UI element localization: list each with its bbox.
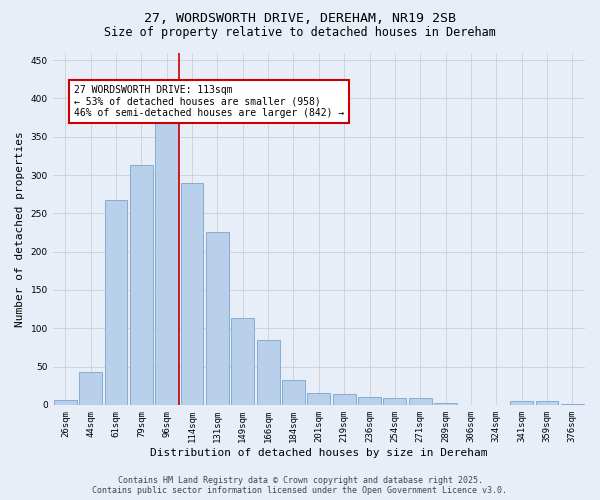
Bar xyxy=(409,398,431,405)
Bar xyxy=(155,118,178,405)
Bar xyxy=(358,397,381,405)
Bar xyxy=(434,404,457,405)
Bar xyxy=(79,372,102,405)
Text: Size of property relative to detached houses in Dereham: Size of property relative to detached ho… xyxy=(104,26,496,39)
Text: Contains HM Land Registry data © Crown copyright and database right 2025.
Contai: Contains HM Land Registry data © Crown c… xyxy=(92,476,508,495)
Bar xyxy=(232,318,254,405)
Bar xyxy=(206,232,229,405)
Bar xyxy=(282,380,305,405)
Bar xyxy=(383,398,406,405)
Bar xyxy=(130,165,153,405)
Bar xyxy=(181,182,203,405)
Text: 27, WORDSWORTH DRIVE, DEREHAM, NR19 2SB: 27, WORDSWORTH DRIVE, DEREHAM, NR19 2SB xyxy=(144,12,456,26)
Bar xyxy=(510,401,533,405)
X-axis label: Distribution of detached houses by size in Dereham: Distribution of detached houses by size … xyxy=(150,448,488,458)
Bar xyxy=(307,392,330,405)
Y-axis label: Number of detached properties: Number of detached properties xyxy=(15,131,25,326)
Text: 27 WORDSWORTH DRIVE: 113sqm
← 53% of detached houses are smaller (958)
46% of se: 27 WORDSWORTH DRIVE: 113sqm ← 53% of det… xyxy=(74,84,344,118)
Bar xyxy=(536,401,559,405)
Bar xyxy=(257,340,280,405)
Bar xyxy=(54,400,77,405)
Bar xyxy=(333,394,356,405)
Bar xyxy=(561,404,584,405)
Bar xyxy=(104,200,127,405)
